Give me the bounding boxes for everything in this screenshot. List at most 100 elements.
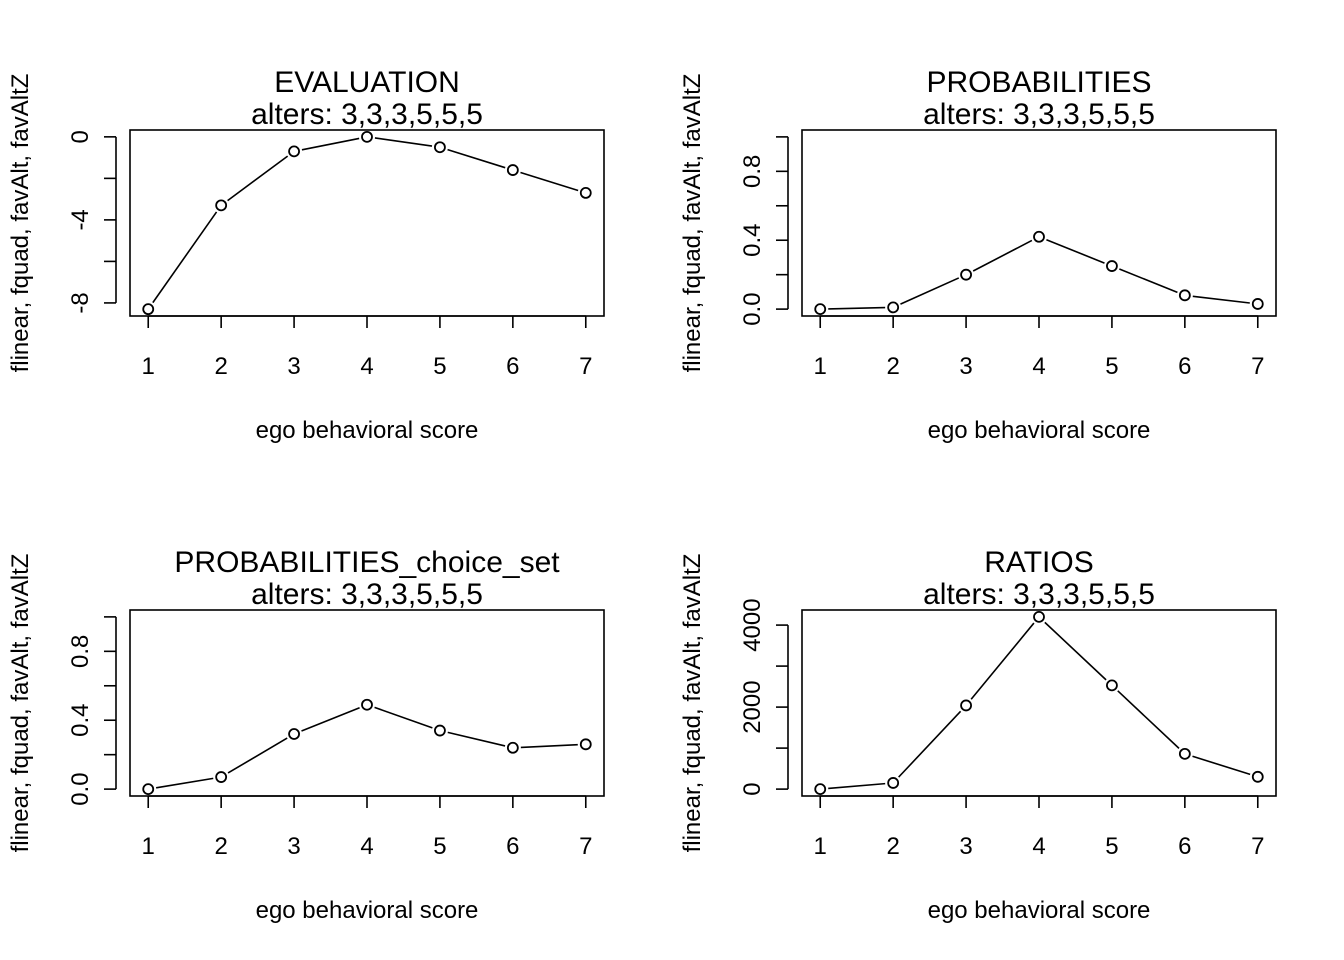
chart-title: EVALUATION: [274, 66, 460, 99]
series-segment: [898, 710, 962, 778]
series-segment: [1044, 621, 1107, 681]
data-point: [215, 199, 228, 212]
y-tick-label: 0.4: [67, 704, 94, 737]
y-tick-label: 4000: [739, 598, 766, 651]
x-tick-label: 3: [287, 833, 300, 860]
chart-title: RATIOS: [984, 546, 1093, 579]
x-tick-label: 5: [1105, 353, 1118, 380]
data-point: [1106, 679, 1118, 692]
data-series: [142, 698, 592, 796]
x-tick-label: 5: [433, 833, 446, 860]
data-point: [434, 724, 446, 737]
data-point: [1178, 747, 1191, 760]
data-series: [814, 230, 1264, 316]
series-segment: [520, 171, 579, 192]
data-point: [1251, 770, 1264, 783]
data-point: [579, 186, 592, 199]
series-segment: [972, 239, 1033, 272]
series-segment: [447, 148, 506, 169]
series-segment: [374, 137, 433, 147]
chart-title: PROBABILITIES: [926, 66, 1151, 99]
data-point: [814, 783, 827, 796]
series-segment: [828, 782, 886, 790]
series-segment: [155, 777, 214, 789]
y-tick-label: -8: [67, 292, 94, 313]
x-axis: 1 2 3 4 5 6 7 ego behavioral score: [814, 795, 1264, 924]
series-segment: [970, 622, 1035, 700]
data-point: [960, 699, 972, 712]
data-point: [288, 145, 300, 158]
series-segment: [301, 706, 360, 732]
series-segment: [828, 306, 886, 310]
x-tick-label: 3: [287, 353, 300, 380]
data-point: [361, 698, 373, 711]
y-tick-label: 0: [67, 130, 94, 143]
y-tick-label: 0.8: [739, 155, 766, 188]
data-point: [434, 141, 446, 154]
series-segment: [1046, 239, 1105, 264]
x-axis: 1 2 3 4 5 6 7 ego behavioral score: [814, 315, 1264, 444]
x-tick-label: 1: [814, 833, 827, 860]
data-point: [814, 303, 827, 316]
x-tick-label: 5: [1105, 833, 1118, 860]
data-point: [506, 164, 519, 176]
x-tick-label: 1: [142, 833, 155, 860]
x-axis-label: ego behavioral score: [256, 897, 479, 924]
y-axis: 0.0 0.4 0.8 flinear, fquad, favAlt, favAltZ: [679, 74, 789, 372]
x-tick-label: 7: [579, 833, 592, 860]
y-axis: 0.0 0.4 0.8 flinear, fquad, favAlt, favAltZ: [7, 554, 117, 853]
x-tick-label: 3: [959, 833, 972, 860]
series-segment: [1192, 295, 1250, 304]
x-axis: 1 2 3 4 5 6 7 ego behavioral score: [142, 315, 592, 444]
y-axis: 0 2000 4000 flinear, fquad, favAlt, favAltZ: [679, 554, 789, 853]
chart-subtitle: alters: 3,3,3,5,5,5: [923, 578, 1155, 611]
x-tick-label: 2: [214, 353, 227, 380]
data-point: [1033, 610, 1045, 623]
x-tick-label: 5: [433, 353, 446, 380]
plot-frame: [129, 129, 605, 317]
plot-frame: [801, 609, 1277, 797]
data-point: [1106, 260, 1118, 272]
x-tick-label: 7: [1251, 353, 1264, 380]
series-segment: [1192, 755, 1251, 776]
series-segment: [227, 155, 289, 202]
series-segment: [374, 706, 433, 729]
data-point: [579, 738, 592, 751]
y-tick-label: 0.4: [739, 224, 766, 257]
data-point: [1251, 298, 1264, 310]
x-tick-label: 2: [886, 833, 899, 860]
plot-frame: [801, 129, 1277, 317]
x-tick-label: 1: [814, 353, 827, 380]
y-tick-label: 0.0: [67, 772, 94, 805]
data-series: [142, 130, 592, 316]
x-tick-label: 1: [142, 353, 155, 380]
x-axis-label: ego behavioral score: [928, 897, 1151, 924]
x-tick-label: 6: [506, 833, 519, 860]
series-segment: [152, 211, 218, 304]
data-point: [960, 268, 972, 281]
data-point: [288, 728, 300, 740]
data-point: [887, 301, 900, 314]
x-tick-label: 6: [506, 353, 519, 380]
series-segment: [301, 137, 360, 151]
y-axis-label: flinear, fquad, favAlt, favAltZ: [7, 554, 34, 853]
data-point: [361, 130, 373, 143]
data-point: [142, 303, 155, 316]
series-segment: [900, 277, 960, 305]
x-tick-label: 4: [1032, 833, 1045, 860]
x-tick-label: 2: [214, 833, 227, 860]
chart-subtitle: alters: 3,3,3,5,5,5: [923, 98, 1155, 131]
y-axis-label: flinear, fquad, favAlt, favAltZ: [679, 554, 706, 853]
x-axis-label: ego behavioral score: [928, 417, 1151, 444]
series-segment: [1119, 268, 1178, 294]
series-segment: [1117, 690, 1180, 749]
series-segment: [227, 737, 288, 774]
data-point: [1178, 289, 1191, 302]
x-axis: 1 2 3 4 5 6 7 ego behavioral score: [142, 795, 592, 924]
x-tick-label: 6: [1178, 833, 1191, 860]
x-tick-label: 3: [959, 353, 972, 380]
